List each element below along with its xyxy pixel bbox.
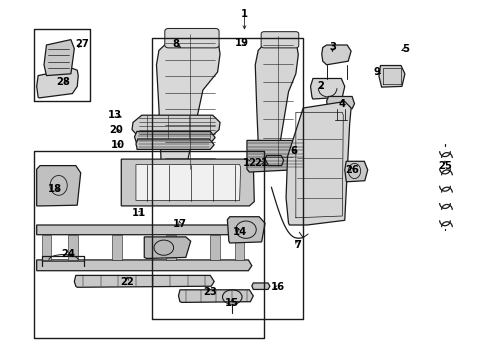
Polygon shape [246,140,308,172]
Text: 27: 27 [75,39,89,49]
Polygon shape [326,96,354,110]
Polygon shape [310,78,344,99]
Polygon shape [285,102,350,225]
Text: 19: 19 [235,38,248,48]
Text: 12: 12 [242,158,256,168]
Text: 7: 7 [294,240,301,250]
Polygon shape [166,235,176,260]
Text: 22: 22 [120,276,134,287]
Text: 17: 17 [173,219,186,229]
Polygon shape [156,31,220,173]
Text: 18: 18 [48,184,61,194]
Polygon shape [136,165,240,201]
Text: 10: 10 [110,140,124,150]
Polygon shape [37,166,81,206]
Polygon shape [41,235,51,260]
Polygon shape [134,131,215,142]
Text: 26: 26 [345,165,358,175]
Text: 1: 1 [241,9,247,19]
Text: 15: 15 [225,298,239,308]
Polygon shape [37,225,251,235]
Polygon shape [37,260,251,271]
Polygon shape [344,161,367,182]
Polygon shape [378,66,404,87]
FancyBboxPatch shape [164,28,219,48]
Text: 5: 5 [402,44,408,54]
Text: 4: 4 [338,99,345,109]
Polygon shape [255,33,298,169]
Text: 9: 9 [372,67,379,77]
Polygon shape [234,235,244,260]
Polygon shape [178,290,253,302]
Text: 2: 2 [316,81,323,91]
Text: 20: 20 [109,125,123,135]
Polygon shape [210,235,220,260]
Text: 21: 21 [254,158,268,168]
Polygon shape [251,283,269,289]
Text: 14: 14 [232,227,246,237]
Polygon shape [37,68,78,98]
Text: 25: 25 [437,161,451,171]
Polygon shape [68,235,78,260]
Text: 28: 28 [57,77,70,87]
Polygon shape [227,217,264,243]
Text: 11: 11 [132,208,146,218]
FancyBboxPatch shape [261,32,298,48]
Polygon shape [264,156,283,166]
Polygon shape [44,40,74,76]
Polygon shape [321,45,350,65]
Polygon shape [121,159,254,206]
Text: 13: 13 [108,110,122,120]
Text: 24: 24 [61,249,75,259]
Polygon shape [132,115,220,138]
Polygon shape [144,237,190,258]
Text: 23: 23 [203,287,217,297]
Text: 6: 6 [289,146,296,156]
Text: 8: 8 [172,39,179,49]
Text: 16: 16 [270,282,284,292]
Polygon shape [112,235,122,260]
Polygon shape [74,275,214,287]
Text: 3: 3 [328,42,335,52]
Polygon shape [136,139,214,149]
